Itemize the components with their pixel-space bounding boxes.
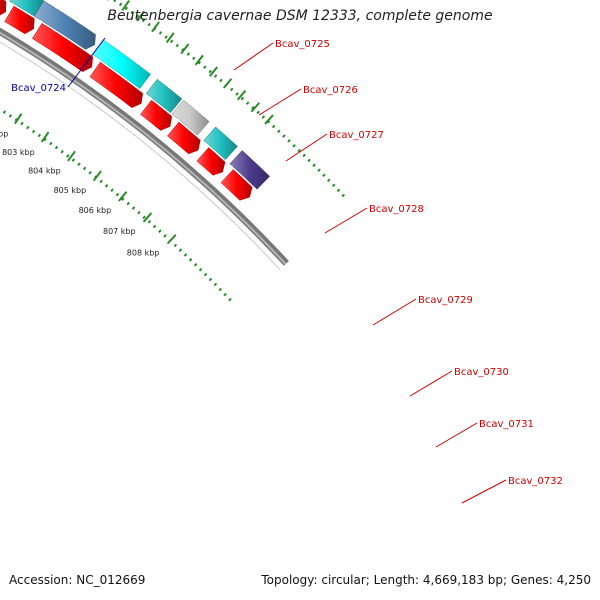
gene-bcav-0733b [229,150,270,190]
kbp-label: 804 kbp [28,167,61,176]
kbp-tick [142,212,153,223]
outer-major-tick [180,43,190,55]
kbp-label: 808 kbp [127,248,160,257]
gene-leader-line [372,298,417,326]
gene-bcav-0731b [171,99,210,136]
gene-label-bcav-0731: Bcav_0731 [479,419,534,430]
gene-bcav-0732b [203,126,238,161]
gene-bcav-0730 [140,99,173,131]
genome-summary: Topology: circular; Length: 4,669,183 bp… [261,573,591,587]
gene-separator [216,165,234,183]
outer-major-tick [121,0,130,12]
outer-major-tick [165,32,175,44]
gene-leader-line [285,133,328,162]
kbp-tick [166,234,177,245]
kbp-label: 807 kbp [103,227,136,236]
gene-separator [86,58,101,78]
kbp-label: 806 kbp [79,206,112,215]
outer-major-tick [236,90,247,101]
kbp-tick [14,113,23,125]
gene-leader-line [67,37,106,88]
gene-bcav-0727 [4,5,35,35]
gene-bcav-0729 [89,61,143,108]
kbp-tick [67,150,76,162]
kbp-label: 803 kbp [2,148,35,157]
gene-label-bcav-0724: Bcav_0724 [11,83,66,94]
kbp-tick [40,131,50,143]
gene-bcav-0731 [167,121,201,155]
outer-major-tick [194,54,204,66]
outer-major-tick [250,102,261,113]
accession-label: Accession: NC_012669 [9,573,146,587]
outer-major-tick [136,10,145,22]
gene-label-bcav-0730: Bcav_0730 [454,367,509,378]
gene-separator [163,118,180,137]
gene-label-bcav-0729: Bcav_0729 [418,295,473,306]
gene-label-bcav-0727: Bcav_0727 [329,130,384,141]
outer-major-tick [264,114,274,125]
gene-leader-line [233,42,274,71]
genome-backbone-highlight [0,31,287,265]
genome-backbone-inner-line [0,41,281,270]
outer-major-tick [208,66,219,77]
gene-leader-line [435,422,478,448]
gene-bcav-0728 [32,22,94,72]
gene-label-bcav-0725: Bcav_0725 [275,39,330,50]
gene-leader-line [324,207,368,234]
gene-bcav-0732 [196,147,226,176]
gene-bcav-0728b [33,0,96,50]
gene-separator [1,2,14,23]
gene-bcav-0729b [92,39,151,89]
gene-bcav-0733 [220,169,253,201]
outer-major-tick [222,78,233,89]
gene-leader-line [258,88,302,116]
gene-separator [136,96,152,115]
gene-label-bcav-0728: Bcav_0728 [369,204,424,215]
gene-separator [28,19,43,40]
gene-bcav-0726 [0,0,7,16]
kbp-label: 805 kbp [54,186,87,195]
gene-leader-line [409,370,453,397]
gene-bcav-0730b [145,78,183,114]
genome-title: Beutenbergia cavernae DSM 12333, complet… [107,8,493,24]
kbp-tick [118,191,128,202]
gene-label-bcav-0726: Bcav_0726 [303,85,358,96]
gene-leader-line [461,479,507,504]
gene-label-bcav-0732: Bcav_0732 [508,476,563,487]
outer-major-tick [151,21,160,33]
kbp-label: 802 kbp [0,130,8,139]
kbp-tick [92,170,102,182]
gene-separator [192,143,209,162]
